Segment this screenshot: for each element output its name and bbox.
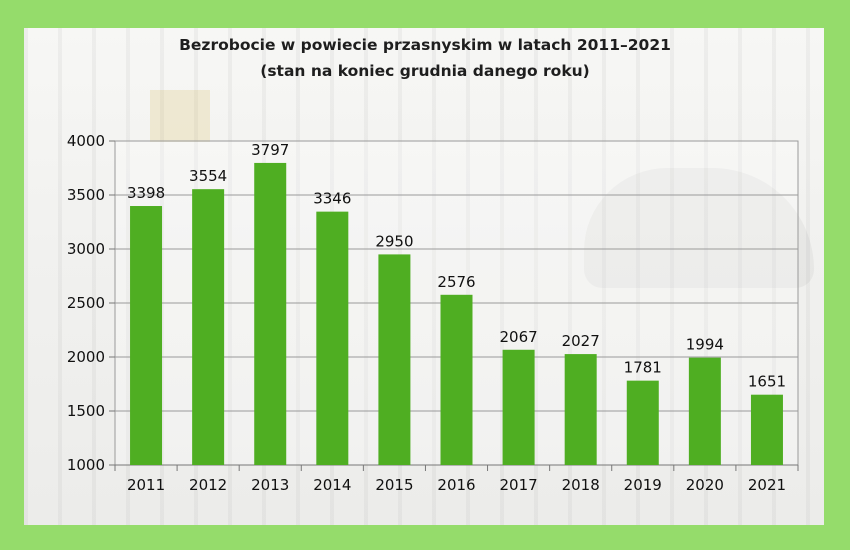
x-tick-label: 2021 <box>748 476 786 494</box>
data-label: 3797 <box>251 141 289 159</box>
x-tick-label: 2018 <box>562 476 600 494</box>
data-label: 3398 <box>127 184 165 202</box>
data-label: 1994 <box>686 336 724 354</box>
x-tick-label: 2020 <box>686 476 724 494</box>
x-tick-label: 2012 <box>189 476 227 494</box>
bar <box>626 380 659 465</box>
data-label: 2067 <box>499 328 537 346</box>
data-label: 1781 <box>624 359 662 377</box>
bar <box>750 394 783 465</box>
data-label: 2027 <box>562 332 600 350</box>
x-tick-label: 2014 <box>313 476 351 494</box>
data-label: 2576 <box>437 273 475 291</box>
bar <box>440 294 473 465</box>
y-tick-label: 4000 <box>67 132 105 150</box>
bar <box>254 162 287 465</box>
x-tick-label: 2011 <box>127 476 165 494</box>
x-tick-label: 2016 <box>437 476 475 494</box>
y-tick-label: 2000 <box>67 348 105 366</box>
y-tick-label: 3500 <box>67 186 105 204</box>
chart-title: Bezrobocie w powiecie przasnyskim w lata… <box>179 36 671 54</box>
bar <box>564 354 597 465</box>
background-sign <box>150 90 210 142</box>
data-label: 3554 <box>189 167 227 185</box>
y-tick-label: 2500 <box>67 294 105 312</box>
x-tick-label: 2019 <box>624 476 662 494</box>
bar <box>192 189 225 465</box>
y-tick-label: 1000 <box>67 456 105 474</box>
x-tick-label: 2017 <box>499 476 537 494</box>
bar <box>502 349 535 465</box>
y-tick-label: 3000 <box>67 240 105 258</box>
bar <box>688 357 721 465</box>
bar <box>130 206 163 466</box>
x-tick-label: 2013 <box>251 476 289 494</box>
data-label: 2950 <box>375 232 413 250</box>
y-tick-label: 1500 <box>67 402 105 420</box>
x-tick-label: 2015 <box>375 476 413 494</box>
bar <box>316 211 349 465</box>
chart-subtitle: (stan na koniec grudnia danego roku) <box>260 62 590 80</box>
data-label: 3346 <box>313 190 351 208</box>
data-label: 1651 <box>748 373 786 391</box>
bar <box>378 254 411 465</box>
